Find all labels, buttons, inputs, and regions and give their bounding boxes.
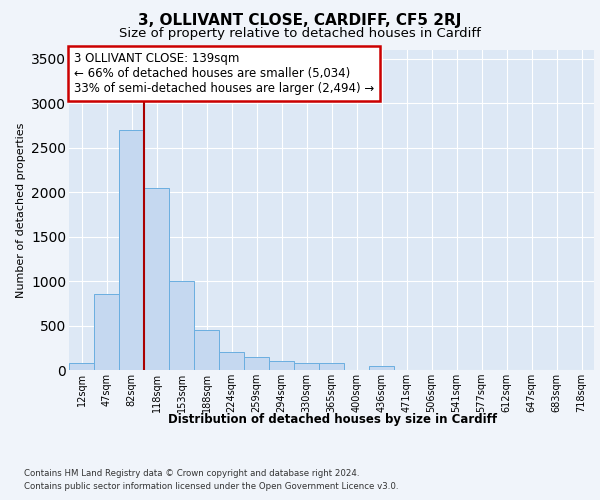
- Bar: [269, 361, 294, 370]
- Bar: [369, 366, 394, 370]
- Text: Distribution of detached houses by size in Cardiff: Distribution of detached houses by size …: [169, 412, 497, 426]
- Bar: [244, 356, 269, 370]
- Text: Contains HM Land Registry data © Crown copyright and database right 2024.: Contains HM Land Registry data © Crown c…: [24, 468, 359, 477]
- Bar: [69, 364, 94, 370]
- Bar: [219, 352, 244, 370]
- Bar: [119, 130, 144, 370]
- Text: Contains public sector information licensed under the Open Government Licence v3: Contains public sector information licen…: [24, 482, 398, 491]
- Bar: [144, 188, 169, 370]
- Bar: [169, 281, 194, 370]
- Y-axis label: Number of detached properties: Number of detached properties: [16, 122, 26, 298]
- Text: 3, OLLIVANT CLOSE, CARDIFF, CF5 2RJ: 3, OLLIVANT CLOSE, CARDIFF, CF5 2RJ: [139, 12, 461, 28]
- Bar: [319, 364, 344, 370]
- Bar: [94, 294, 119, 370]
- Text: 3 OLLIVANT CLOSE: 139sqm
← 66% of detached houses are smaller (5,034)
33% of sem: 3 OLLIVANT CLOSE: 139sqm ← 66% of detach…: [74, 52, 374, 94]
- Bar: [294, 364, 319, 370]
- Text: Size of property relative to detached houses in Cardiff: Size of property relative to detached ho…: [119, 28, 481, 40]
- Bar: [194, 330, 219, 370]
